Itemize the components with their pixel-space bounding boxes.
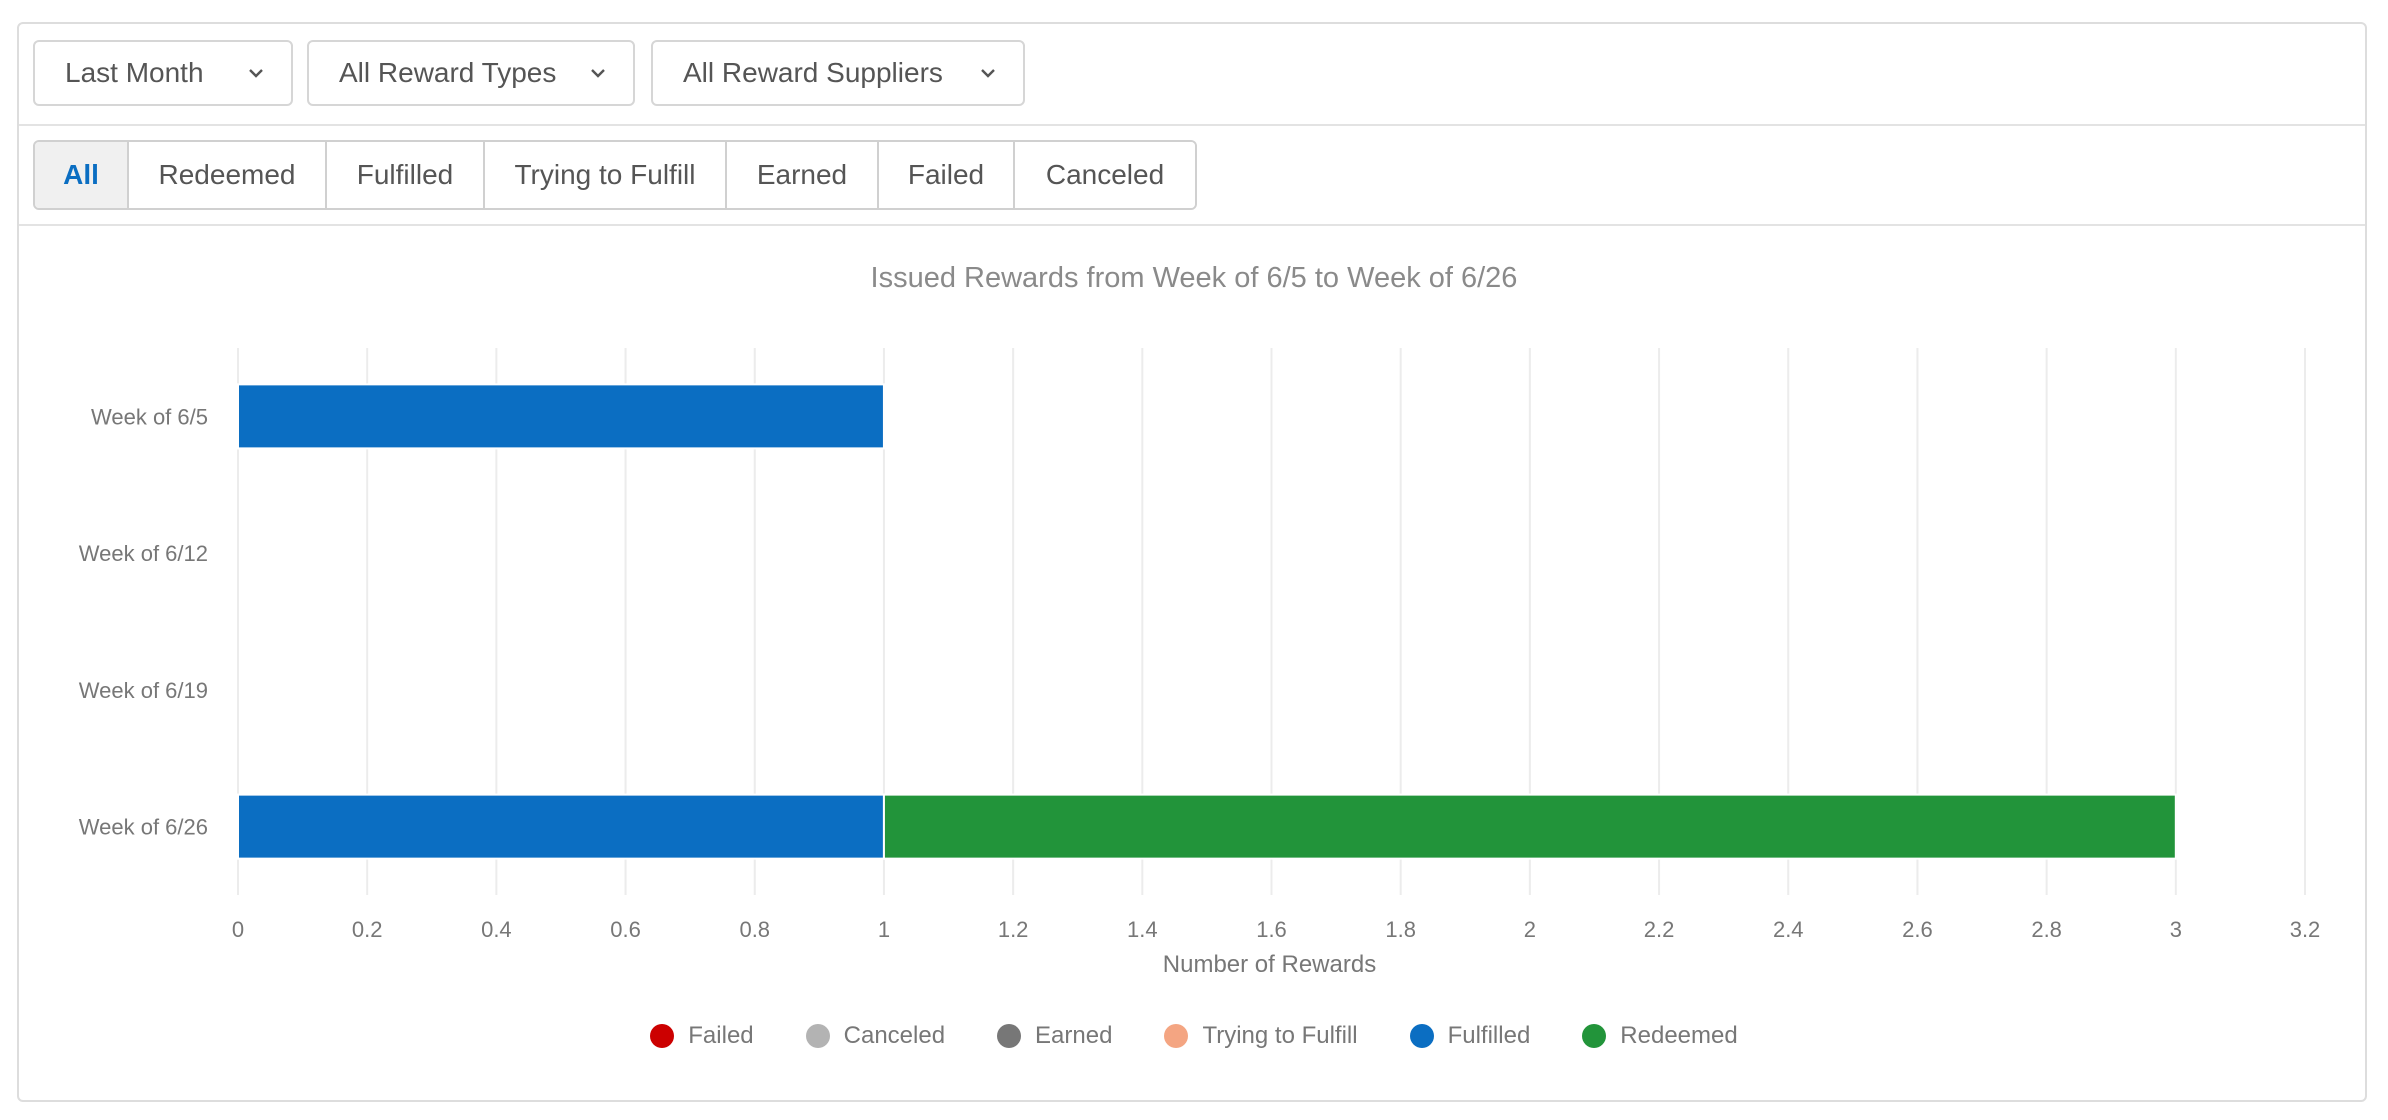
chevron-down-icon bbox=[591, 69, 605, 78]
x-tick-label: 2.6 bbox=[1902, 917, 1933, 942]
x-tick-label: 1.4 bbox=[1127, 917, 1158, 942]
tab-canceled[interactable]: Canceled bbox=[1015, 142, 1195, 208]
reward-suppliers-dropdown[interactable]: All Reward Suppliers bbox=[651, 40, 1025, 106]
x-tick-label: 0.2 bbox=[352, 917, 383, 942]
legend-dot-icon bbox=[997, 1024, 1022, 1048]
status-tabs: All Redeemed Fulfilled Trying to Fulfill… bbox=[33, 140, 1197, 210]
y-tick-label: Week of 6/5 bbox=[91, 404, 208, 429]
x-tick-label: 2.4 bbox=[1773, 917, 1804, 942]
x-tick-label: 0.8 bbox=[739, 917, 770, 942]
legend-item[interactable]: Trying to Fulfill bbox=[1164, 1022, 1358, 1050]
bar-segment bbox=[237, 383, 885, 450]
rewards-panel: Last Month All Reward Types All Reward S… bbox=[17, 22, 2367, 1102]
x-tick-label: 1.8 bbox=[1385, 917, 1416, 942]
tab-all[interactable]: All bbox=[35, 142, 129, 208]
y-tick-label: Week of 6/12 bbox=[79, 541, 208, 566]
legend-dot-icon bbox=[650, 1024, 675, 1048]
x-tick-label: 0.4 bbox=[481, 917, 512, 942]
status-tab-bar: All Redeemed Fulfilled Trying to Fulfill… bbox=[19, 126, 2365, 226]
chart-title: Issued Rewards from Week of 6/5 to Week … bbox=[870, 262, 1518, 294]
tab-trying-to-fulfill[interactable]: Trying to Fulfill bbox=[485, 142, 727, 208]
tab-earned[interactable]: Earned bbox=[727, 142, 879, 208]
reward-types-dropdown-label: All Reward Types bbox=[339, 57, 557, 88]
y-tick-label: Week of 6/19 bbox=[79, 678, 208, 703]
bar-segment bbox=[237, 793, 885, 860]
x-tick-label: 1.6 bbox=[1256, 917, 1287, 942]
legend-dot-icon bbox=[1164, 1024, 1189, 1048]
chevron-down-icon bbox=[249, 69, 263, 78]
tab-failed[interactable]: Failed bbox=[879, 142, 1015, 208]
y-tick-label: Week of 6/26 bbox=[79, 815, 208, 840]
period-dropdown-label: Last Month bbox=[65, 57, 204, 88]
chart-legend: Failed Canceled Earned Trying to Fulfill Ful… bbox=[0, 1022, 2388, 1050]
x-tick-label: 2.8 bbox=[2031, 917, 2062, 942]
x-tick-label: 1.2 bbox=[998, 917, 1029, 942]
x-axis-label: Number of Rewards bbox=[1163, 951, 1376, 978]
legend-dot-icon bbox=[1582, 1024, 1607, 1048]
period-dropdown[interactable]: Last Month bbox=[33, 40, 293, 106]
filter-bar: Last Month All Reward Types All Reward S… bbox=[19, 24, 2365, 126]
legend-label: Earned bbox=[1035, 1022, 1113, 1049]
x-tick-label: 0.6 bbox=[610, 917, 641, 942]
legend-label: Redeemed bbox=[1620, 1022, 1738, 1049]
legend-item[interactable]: Earned bbox=[997, 1022, 1112, 1050]
x-tick-label: 0 bbox=[232, 917, 244, 942]
legend-dot-icon bbox=[805, 1024, 830, 1048]
tab-redeemed[interactable]: Redeemed bbox=[129, 142, 327, 208]
reward-types-dropdown[interactable]: All Reward Types bbox=[307, 40, 635, 106]
tab-fulfilled[interactable]: Fulfilled bbox=[327, 142, 485, 208]
x-tick-label: 3 bbox=[2170, 917, 2182, 942]
legend-label: Trying to Fulfill bbox=[1202, 1022, 1358, 1049]
legend-item[interactable]: Fulfilled bbox=[1409, 1022, 1531, 1050]
legend-label: Canceled bbox=[843, 1022, 946, 1049]
x-tick-label: 3.2 bbox=[2290, 917, 2321, 942]
bar-segment bbox=[882, 793, 2177, 860]
legend-label: Fulfilled bbox=[1447, 1022, 1531, 1049]
chevron-down-icon bbox=[981, 69, 995, 78]
legend-label: Failed bbox=[688, 1022, 754, 1049]
legend-item[interactable]: Failed bbox=[650, 1022, 754, 1050]
legend-item[interactable]: Redeemed bbox=[1582, 1022, 1738, 1050]
x-tick-label: 1 bbox=[878, 917, 890, 942]
legend-item[interactable]: Canceled bbox=[805, 1022, 946, 1050]
reward-suppliers-dropdown-label: All Reward Suppliers bbox=[683, 57, 943, 88]
x-tick-label: 2.2 bbox=[1644, 917, 1675, 942]
legend-dot-icon bbox=[1409, 1024, 1434, 1048]
x-tick-label: 2 bbox=[1524, 917, 1536, 942]
